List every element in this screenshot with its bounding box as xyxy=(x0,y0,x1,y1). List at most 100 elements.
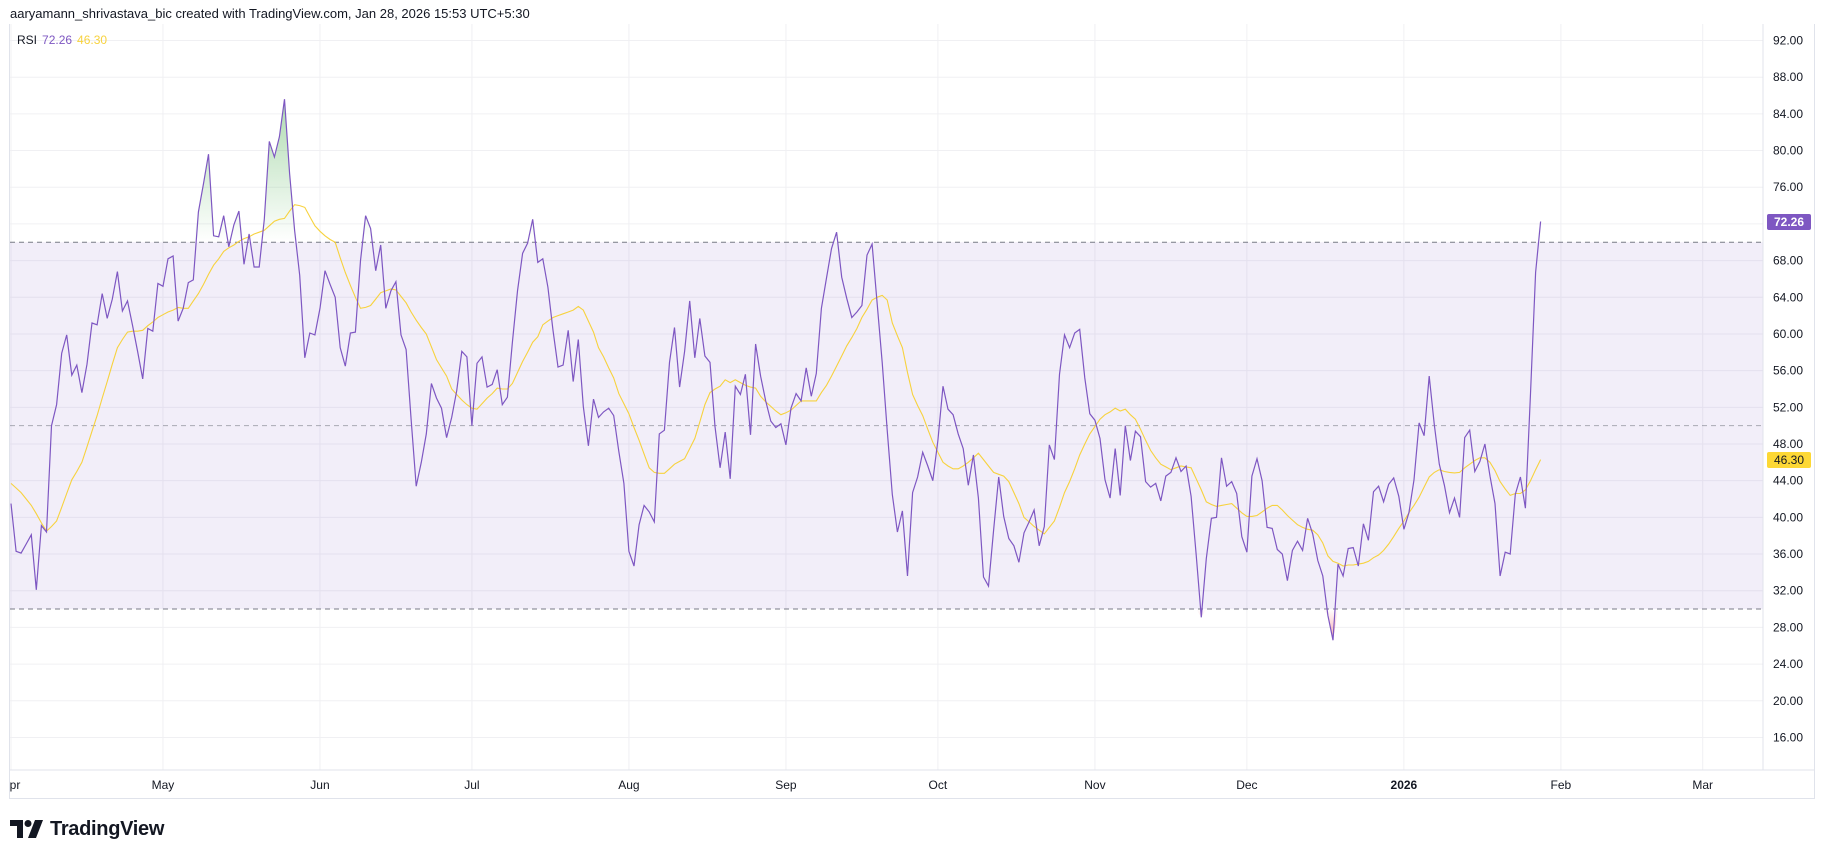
rsi-point xyxy=(1488,475,1491,478)
rsi-point xyxy=(962,447,965,450)
rsi-point xyxy=(400,333,403,336)
rsi-point xyxy=(881,361,884,364)
y-tick-label: 84.00 xyxy=(1773,107,1803,121)
rsi-point xyxy=(1190,495,1193,498)
ma-point xyxy=(96,414,99,417)
ma-point xyxy=(344,271,347,274)
ma-point xyxy=(602,355,605,358)
rsi-point xyxy=(1017,561,1020,564)
ma-point xyxy=(202,283,205,286)
ma-point xyxy=(283,217,286,220)
rsi-point xyxy=(202,182,205,185)
rsi-point xyxy=(405,348,408,351)
rsi-point xyxy=(1038,544,1041,547)
ma-point xyxy=(643,453,646,456)
ma-point xyxy=(91,430,94,433)
y-tick-label: 44.00 xyxy=(1773,474,1803,488)
rsi-point xyxy=(850,316,853,319)
y-tick-label: 52.00 xyxy=(1773,400,1803,414)
rsi-point xyxy=(70,374,73,377)
rsi-point xyxy=(359,259,362,262)
rsi-point xyxy=(440,407,443,410)
rsi-point xyxy=(20,552,23,555)
ma-point xyxy=(1174,466,1177,469)
tradingview-logo[interactable]: TradingView xyxy=(10,818,164,840)
ma-point xyxy=(739,381,742,384)
rsi-point xyxy=(344,365,347,368)
rsi-point xyxy=(663,429,666,432)
ma-point xyxy=(526,351,529,354)
rsi-point xyxy=(1215,516,1218,519)
rsi-point xyxy=(1382,500,1385,503)
ma-point xyxy=(1321,542,1324,545)
ma-point xyxy=(136,330,139,333)
ma-point xyxy=(1068,480,1071,483)
rsi-point xyxy=(987,585,990,588)
rsi-point xyxy=(35,588,38,591)
x-tick-label: Mar xyxy=(1692,778,1713,792)
ma-point xyxy=(653,471,656,474)
ma-point xyxy=(1266,507,1269,510)
ma-point xyxy=(394,288,397,291)
ma-point xyxy=(425,332,428,335)
ma-point xyxy=(1215,505,1218,508)
ma-point xyxy=(795,404,798,407)
rsi-point xyxy=(1367,539,1370,542)
ma-point xyxy=(1012,491,1015,494)
rsi-point xyxy=(258,266,261,269)
rsi-point xyxy=(597,416,600,419)
ma-point xyxy=(891,321,894,324)
ma-point xyxy=(1119,409,1122,412)
rsi-point xyxy=(936,439,939,442)
rsi-point xyxy=(1468,429,1471,432)
ma-point xyxy=(384,289,387,292)
rsi-point xyxy=(364,214,367,217)
ma-point xyxy=(1499,480,1502,483)
ma-point xyxy=(724,378,727,381)
ma-point xyxy=(455,393,458,396)
time-axis[interactable]: Apr May Jun Jul Aug Sep Oct Nov Dec 2026 Feb Mar xyxy=(2,778,1713,792)
ma-point xyxy=(997,473,1000,476)
ma-point xyxy=(182,307,185,310)
rsi-point xyxy=(562,364,565,367)
y-tick-label: 64.00 xyxy=(1773,290,1803,304)
ma-point xyxy=(111,363,114,366)
legend-ma-value: 46.30 xyxy=(77,33,108,47)
rsi-point xyxy=(1286,579,1289,582)
ma-point xyxy=(55,520,58,523)
ma-point xyxy=(759,395,762,398)
ma-point xyxy=(308,215,311,218)
rsi-point xyxy=(394,280,397,283)
rsi-point xyxy=(455,389,458,392)
rsi-point xyxy=(293,229,296,232)
y-tick-label: 60.00 xyxy=(1773,327,1803,341)
y-tick-label: 36.00 xyxy=(1773,547,1803,561)
ma-point xyxy=(1134,418,1137,421)
rsi-point xyxy=(1519,476,1522,479)
price-axis[interactable]: 16.00 20.00 24.00 28.00 32.00 36.00 40.00 44.00… xyxy=(1773,34,1803,745)
ma-point xyxy=(486,397,489,400)
rsi-point xyxy=(1321,575,1324,578)
ma-point xyxy=(820,391,823,394)
ma-point xyxy=(1362,562,1365,565)
rsi-point xyxy=(830,247,833,250)
rsi-point xyxy=(151,330,154,333)
ma-point xyxy=(349,284,352,287)
y-tick-label: 32.00 xyxy=(1773,584,1803,598)
ma-point xyxy=(835,365,838,368)
y-tick-label: 56.00 xyxy=(1773,364,1803,378)
ma-point xyxy=(197,292,200,295)
ma-point xyxy=(177,306,180,309)
ma-point xyxy=(871,299,874,302)
ma-point xyxy=(75,470,78,473)
ma-point xyxy=(1504,487,1507,490)
ma-point xyxy=(567,310,570,313)
ma-point xyxy=(911,393,914,396)
rsi-point xyxy=(820,307,823,310)
ma-point xyxy=(232,244,235,247)
rsi-point xyxy=(25,542,28,545)
ma-point xyxy=(1509,494,1512,497)
legend-rsi-value: 72.26 xyxy=(42,33,73,47)
indicator-legend[interactable]: RSI 72.26 46.30 xyxy=(17,33,112,47)
